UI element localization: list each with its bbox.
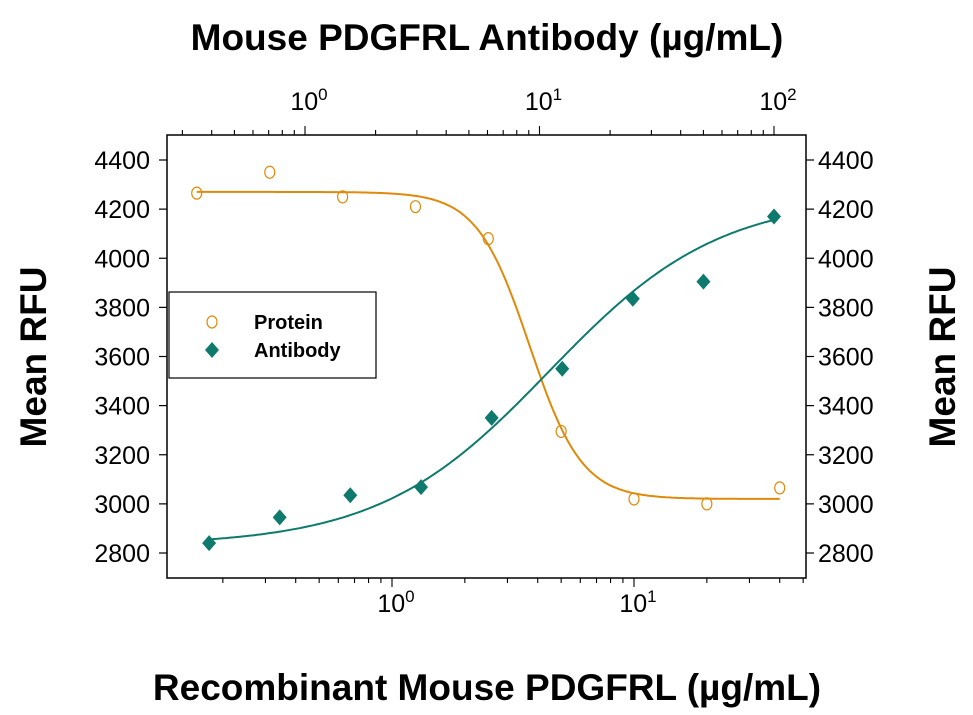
y-axis-label-right: Mean RFU (922, 267, 963, 448)
y-tick-label-right: 4000 (818, 245, 874, 273)
legend-label-antibody: Antibody (254, 340, 342, 362)
y-tick-label-right: 3400 (818, 393, 874, 421)
x-top-tick-label: 100 (290, 85, 327, 116)
y-tick-label-left: 4200 (94, 196, 150, 224)
legend: Protein Antibody (168, 291, 377, 379)
x-top-tick-label: 101 (525, 85, 562, 116)
y-tick-label-left: 3600 (94, 344, 150, 372)
protein-point (628, 492, 640, 506)
x-bottom-tick-label: 100 (377, 587, 414, 618)
y-tick-label-left: 4400 (94, 147, 150, 175)
antibody-point (696, 273, 711, 290)
y-tick-label-right: 3000 (818, 491, 874, 519)
legend-marker-antibody (205, 342, 219, 358)
x-bottom-tick-label: 101 (619, 587, 656, 618)
protein-point (191, 186, 203, 200)
legend-marker-protein (206, 315, 218, 329)
protein-point (337, 190, 349, 204)
y-tick-label-left: 3400 (94, 393, 150, 421)
antibody-point (555, 360, 570, 377)
chart-title: Mouse PDGFRL Antibody (µg/mL) (191, 17, 784, 58)
x-top-tick-label: 102 (759, 85, 796, 116)
x-axis-label: Recombinant Mouse PDGFRL (µg/mL) (153, 667, 821, 708)
antibody-point (272, 509, 287, 526)
y-axis-label-left: Mean RFU (13, 267, 54, 448)
y-tick-label-left: 3800 (94, 294, 150, 322)
y-tick-label-right: 3200 (818, 442, 874, 470)
antibody-point (202, 535, 217, 552)
y-tick-label-right: 3600 (818, 344, 874, 372)
protein-point (482, 232, 494, 246)
protein-point (264, 165, 276, 179)
y-tick-label-left: 4000 (94, 245, 150, 273)
protein-point (701, 497, 713, 511)
antibody-point (414, 479, 429, 496)
protein-point (774, 481, 786, 495)
antibody-fit-curve (209, 218, 775, 541)
antibody-point (625, 290, 640, 307)
antibody-point (343, 487, 358, 504)
y-tick-label-left: 3000 (94, 491, 150, 519)
y-tick-label-right: 2800 (818, 540, 874, 568)
y-tick-label-right: 4400 (818, 147, 874, 175)
protein-point (555, 424, 567, 439)
antibody-point (767, 208, 781, 225)
legend-box (168, 291, 377, 379)
y-tick-label-right: 3800 (818, 294, 874, 322)
legend-label-protein: Protein (254, 312, 323, 334)
y-tick-label-right: 4200 (818, 196, 874, 224)
antibody-point (484, 409, 499, 426)
protein-point (409, 200, 422, 214)
y-tick-label-left: 3200 (94, 442, 150, 470)
y-tick-label-left: 2800 (94, 540, 150, 568)
